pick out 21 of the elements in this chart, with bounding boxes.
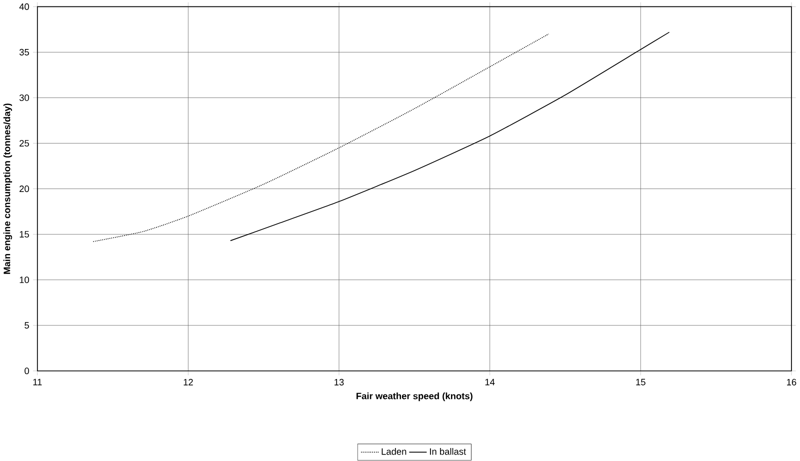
legend-label: Laden [382, 448, 406, 456]
y-tick-label: 25 [20, 140, 29, 147]
y-tick-label: 20 [20, 186, 30, 192]
y-tick-label: 35 [19, 49, 29, 56]
line-series [92, 34, 550, 242]
y-axis-title: Main engine consumption (tonnes/day) [3, 104, 12, 274]
y-tick-label: 40 [19, 4, 30, 10]
x-tick-label: 12 [184, 379, 193, 386]
y-tick-label: 10 [20, 276, 30, 284]
x-axis-title: Fair weather speed (knots) [356, 392, 472, 402]
y-tick-label: 5 [24, 322, 29, 329]
x-tick-label: 16 [787, 379, 796, 386]
x-tick-label: 15 [636, 379, 646, 386]
y-tick-label: 15 [20, 231, 29, 238]
y-tick-label: 30 [19, 94, 30, 102]
line-series [230, 32, 670, 242]
x-tick-label: 14 [485, 379, 495, 386]
x-tick-label: 11 [33, 379, 42, 386]
x-tick-label: 13 [334, 379, 344, 386]
legend-label: In ballast [430, 448, 466, 456]
y-tick-label: 0 [24, 368, 30, 374]
